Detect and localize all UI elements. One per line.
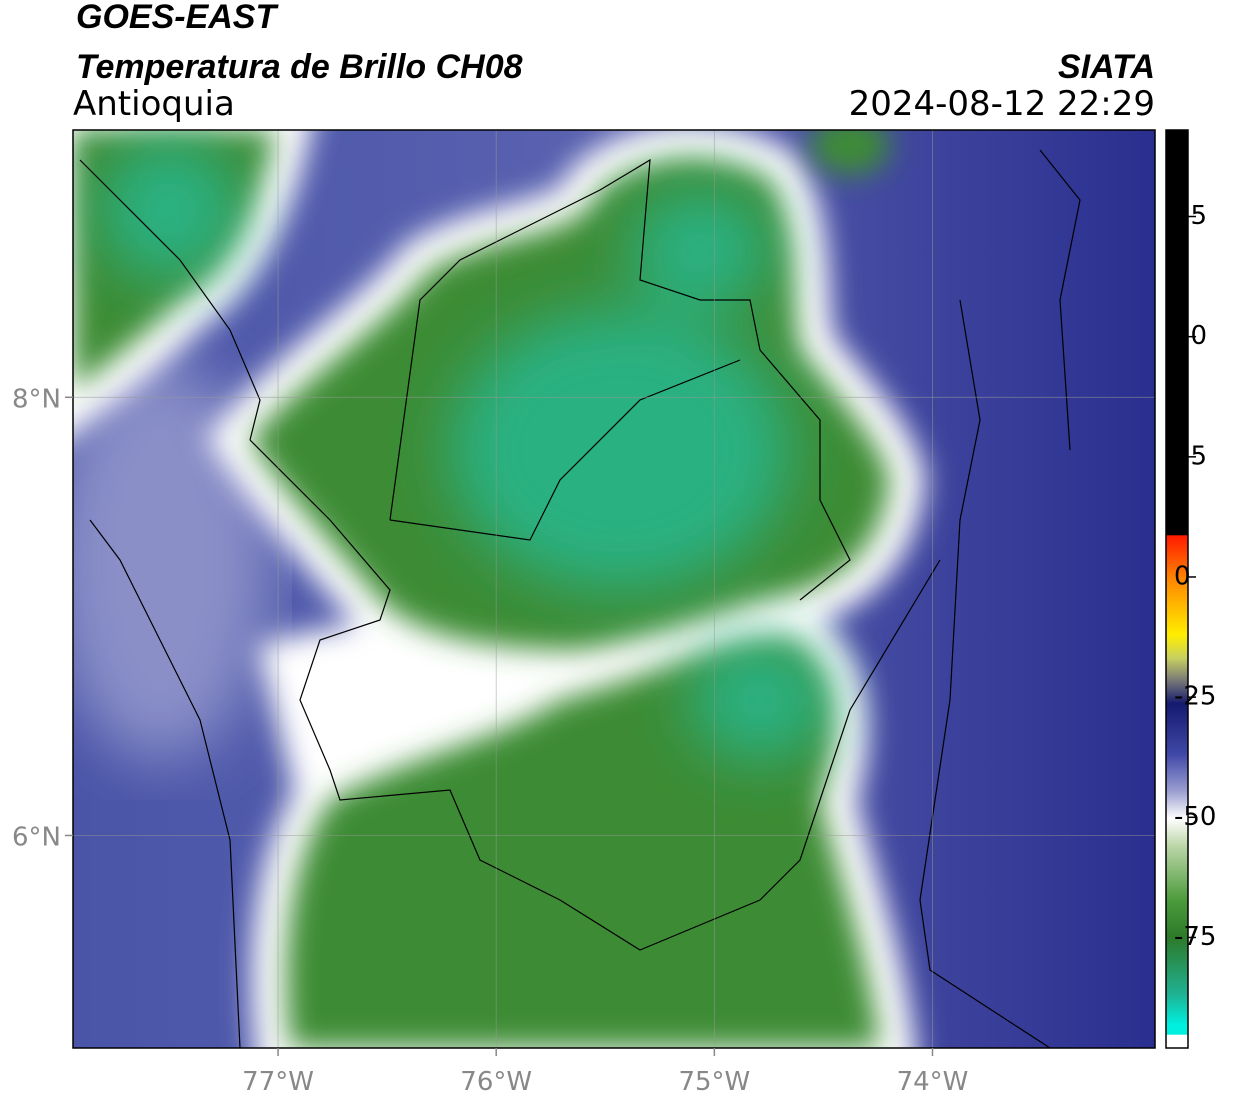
x-tick-label: 74°W [897,1067,969,1097]
region: Antioquia [73,84,235,124]
grid [73,130,1155,1048]
x-tick-label: 75°W [678,1067,750,1097]
colorbar-tick-label: -50 [1174,802,1216,832]
colorbar-tick-label: 75 [1174,201,1207,231]
y-tick-label: 6°N [12,822,61,852]
product: Temperatura de Brillo CH08 [76,48,523,86]
map-frame [72,129,1156,1049]
colorbar [1165,129,1189,1049]
colorbar-tick-label: -25 [1174,682,1216,712]
timestamp: 2024-08-12 22:29 [849,84,1155,124]
colorbar-tick-label: -75 [1174,922,1216,952]
agency: SIATA [1058,48,1155,86]
colorbar-tick-label: 0 [1174,561,1191,591]
y-tick-label: 8°N [12,384,61,414]
x-tick-label: 77°W [242,1067,314,1097]
satellite: GOES-EAST [76,0,279,36]
x-tick-label: 76°W [460,1067,532,1097]
colorbar-tick-label: 50 [1174,321,1207,351]
colorbar-tick-label: 25 [1174,441,1207,471]
map-image [73,130,1155,1048]
